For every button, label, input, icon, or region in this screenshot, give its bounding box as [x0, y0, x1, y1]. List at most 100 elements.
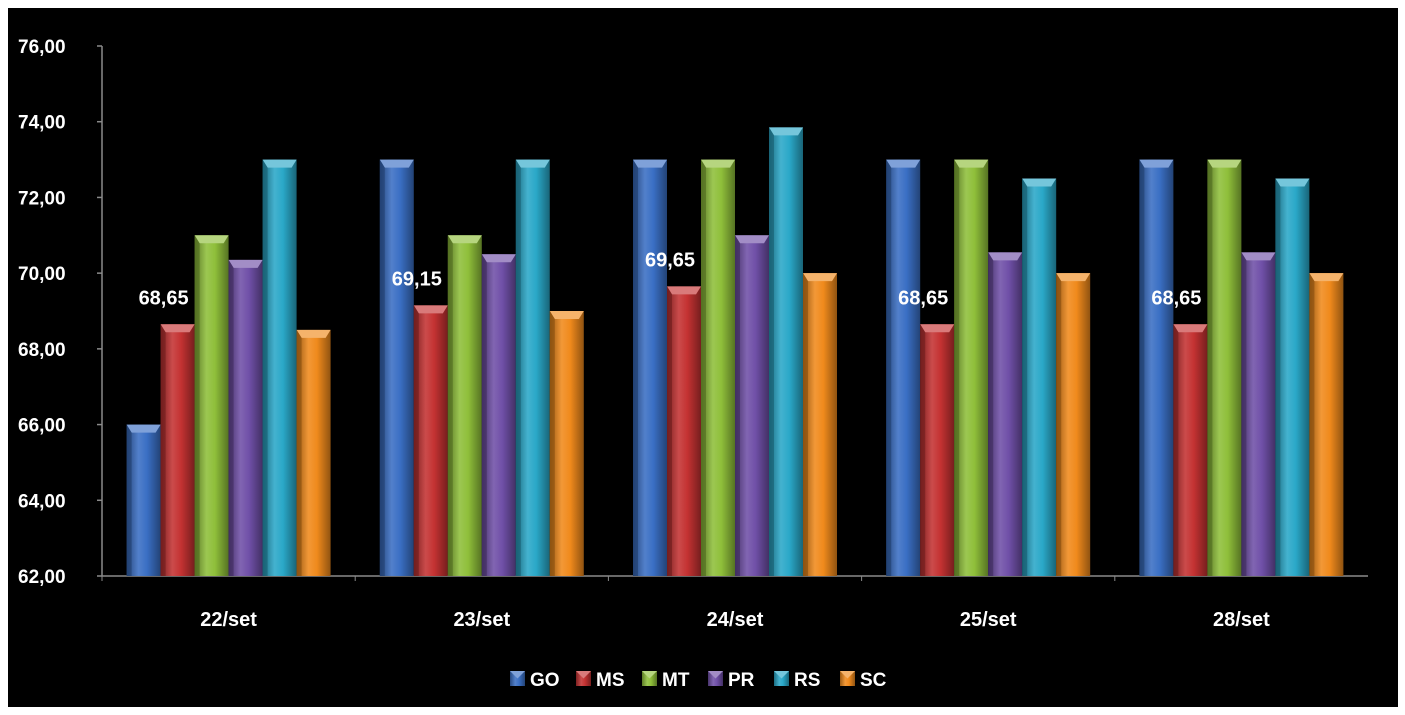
bar-cap [549, 311, 584, 319]
bar-body [549, 311, 584, 576]
legend-item-pr: PR [708, 670, 755, 691]
bar-edge [194, 235, 200, 577]
bar-cap [701, 159, 735, 168]
bar-body [735, 235, 769, 577]
legend-item-rs: RS [774, 670, 820, 691]
bar-cap [667, 286, 701, 295]
bar-cap [1173, 324, 1208, 333]
bar-body [701, 159, 735, 577]
x-tick-label: 24/set [707, 609, 764, 631]
legend-swatch-cap [576, 671, 591, 679]
bar-cap [803, 273, 837, 282]
bar-edge [1139, 159, 1145, 577]
bar-edge [1309, 273, 1315, 576]
bar-edge [803, 273, 808, 576]
bar-edge [1241, 252, 1247, 577]
data-labels: 68,65 69,15 69,65 68,65 68,65 [139, 249, 1202, 309]
bar-cap [886, 159, 921, 168]
bar-body [1022, 178, 1057, 576]
bar-body [228, 259, 263, 576]
bar-ms-25-set [920, 324, 955, 576]
bar-edge [228, 259, 234, 576]
bar-edge [515, 159, 521, 577]
legend-item-ms: MS [576, 670, 625, 691]
bar-body [447, 235, 482, 577]
bar-pr-25-set [988, 252, 1023, 577]
y-tick-label: 66,00 [18, 416, 66, 437]
bar-rs-23-set [515, 159, 550, 577]
legend-label: MT [662, 670, 690, 691]
bar-chart: 62,00 64,00 66,00 68,00 70,00 72,00 74,00 76,00… [18, 37, 1368, 691]
legend-swatch-cap [840, 671, 855, 679]
bar-ms-23-set [413, 305, 448, 576]
legend: GO MS MT PR RS SC [510, 670, 887, 691]
bar-body [886, 159, 921, 577]
bar-edge [988, 252, 994, 577]
bar-edge [769, 127, 774, 577]
bar-cap [296, 329, 331, 338]
bar-edge [160, 324, 166, 576]
bar-edge [296, 329, 302, 576]
bar-sc-25-set [1056, 273, 1091, 576]
legend-item-go: GO [510, 670, 560, 691]
bar-edge [1173, 324, 1179, 576]
legend-swatch-cap [774, 671, 789, 679]
bar-cap [228, 259, 263, 268]
bar-cap [920, 324, 955, 333]
bar-body [379, 159, 414, 577]
legend-label: RS [794, 670, 820, 691]
bar-mt-22-set [194, 235, 229, 577]
x-tick-label: 22/set [200, 609, 257, 631]
bar-sc-28-set [1309, 273, 1344, 576]
legend-item-mt: MT [642, 670, 690, 691]
bar-edge [886, 159, 892, 577]
bar-edge [549, 311, 555, 576]
bar-cap [633, 159, 667, 168]
bar-cap [1139, 159, 1174, 168]
bar-cap [1056, 273, 1091, 282]
bar-body [954, 159, 989, 577]
bar-edge [262, 159, 268, 577]
bar-body [1241, 252, 1276, 577]
data-label: 69,15 [392, 268, 442, 290]
bar-go-25-set [886, 159, 921, 577]
bar-edge [1056, 273, 1062, 576]
bar-rs-28-set [1275, 178, 1310, 576]
legend-swatch-cap [642, 671, 657, 679]
bar-edge [379, 159, 385, 577]
bars [126, 127, 1344, 577]
bar-edge [633, 159, 638, 577]
bar-body [667, 286, 701, 576]
y-tick-label: 64,00 [18, 491, 66, 512]
bar-cap [954, 159, 989, 168]
bar-body [1139, 159, 1174, 577]
bar-body [296, 329, 331, 576]
bar-body [515, 159, 550, 577]
chart-area: 62,00 64,00 66,00 68,00 70,00 72,00 74,00 76,00… [8, 8, 1398, 707]
bar-edge [920, 324, 926, 576]
legend-swatch-cap [708, 671, 723, 679]
bar-cap [735, 235, 769, 244]
bar-cap [262, 159, 297, 168]
bar-edge [701, 159, 706, 577]
bar-go-24-set [633, 159, 667, 577]
bar-rs-25-set [1022, 178, 1057, 576]
bar-pr-22-set [228, 259, 263, 576]
bar-cap [769, 127, 803, 136]
y-tick-label: 68,00 [18, 340, 66, 361]
bar-cap [1241, 252, 1276, 261]
x-tick-label: 25/set [960, 609, 1017, 631]
legend-label: PR [728, 670, 755, 691]
y-tick-label: 62,00 [18, 567, 66, 588]
y-tick-label: 70,00 [18, 264, 66, 285]
bar-cap [160, 324, 195, 333]
bar-cap [1309, 273, 1344, 282]
bar-edge [1275, 178, 1281, 576]
bar-rs-22-set [262, 159, 297, 577]
y-tick-label: 74,00 [18, 113, 66, 134]
bar-edge [481, 254, 487, 576]
bar-cap [413, 305, 448, 314]
bar-go-22-set [126, 424, 161, 576]
bar-go-23-set [379, 159, 414, 577]
bar-body [194, 235, 229, 577]
